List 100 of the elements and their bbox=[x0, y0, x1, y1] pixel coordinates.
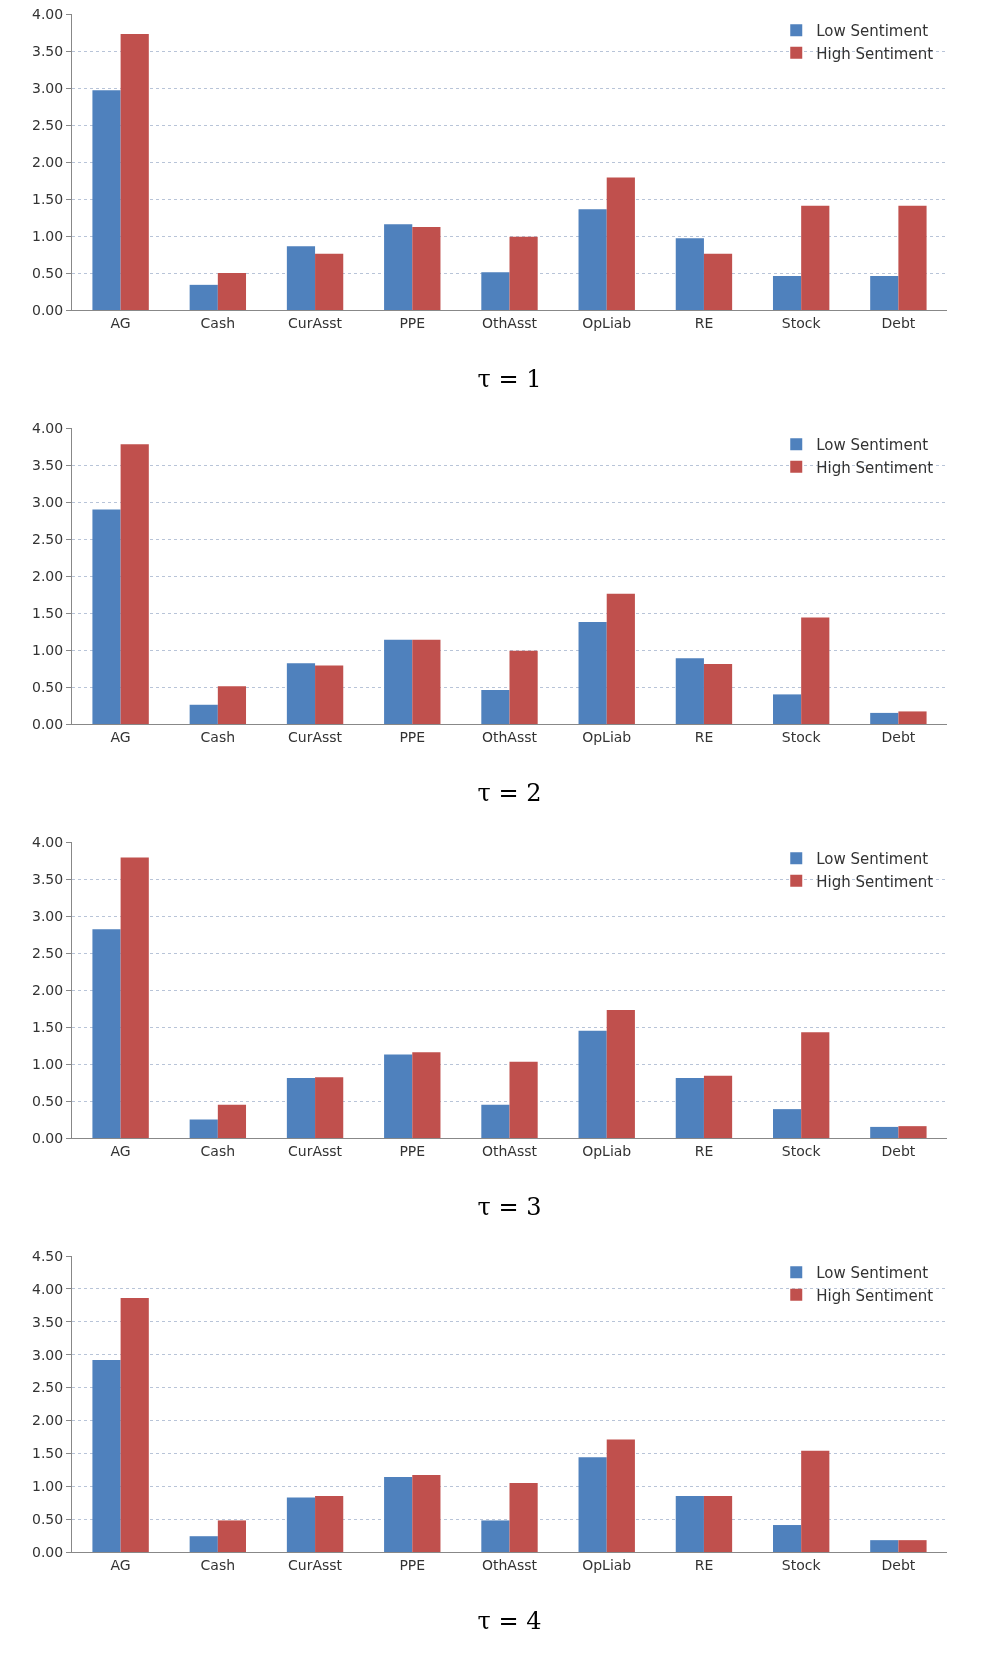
bar bbox=[703, 253, 733, 310]
x-tick-label: Cash bbox=[200, 1556, 236, 1573]
y-tick-label: 1.00 bbox=[32, 227, 64, 244]
x-tick-label: Cash bbox=[200, 314, 236, 331]
bar bbox=[606, 177, 635, 310]
bar bbox=[217, 273, 247, 310]
bar bbox=[772, 694, 802, 724]
bar bbox=[315, 665, 344, 724]
y-tick-label: 3.00 bbox=[32, 79, 64, 96]
bar bbox=[384, 1054, 413, 1138]
bar bbox=[92, 90, 121, 310]
y-tick-label: 3.50 bbox=[32, 42, 64, 59]
y-tick-label: 3.00 bbox=[32, 1346, 64, 1363]
bar bbox=[189, 704, 218, 724]
x-tick-label: Stock bbox=[781, 728, 822, 745]
y-tick-label: 1.50 bbox=[32, 1445, 64, 1462]
bar bbox=[120, 1298, 149, 1552]
bar bbox=[384, 639, 413, 724]
x-tick-label: AG bbox=[110, 728, 131, 745]
y-tick-label: 3.50 bbox=[32, 1313, 64, 1330]
bar bbox=[315, 1496, 344, 1552]
x-tick-label: PPE bbox=[399, 1142, 426, 1159]
y-tick-label: 1.50 bbox=[32, 1018, 64, 1035]
bar bbox=[120, 33, 149, 310]
bar bbox=[772, 1109, 802, 1138]
bar bbox=[772, 1525, 802, 1552]
x-tick-label: RE bbox=[694, 1142, 714, 1159]
x-tick-label: OpLiab bbox=[582, 1142, 632, 1159]
x-tick-label: Stock bbox=[781, 314, 822, 331]
bar bbox=[703, 664, 733, 724]
bar bbox=[606, 593, 635, 724]
x-tick-label: RE bbox=[694, 314, 714, 331]
legend-label: High Sentiment bbox=[816, 1286, 934, 1305]
x-tick-label: Cash bbox=[200, 1142, 236, 1159]
x-tick-label: CurAsst bbox=[288, 314, 343, 331]
y-tick-label: 0.00 bbox=[32, 1129, 64, 1146]
x-tick-label: CurAsst bbox=[288, 1556, 343, 1573]
y-tick-label: 3.50 bbox=[32, 456, 64, 473]
legend-label: High Sentiment bbox=[816, 458, 934, 477]
x-tick-label: OpLiab bbox=[582, 314, 632, 331]
bar bbox=[412, 639, 441, 724]
bar bbox=[898, 1540, 927, 1552]
x-tick-label: Stock bbox=[781, 1142, 822, 1159]
bar bbox=[675, 1078, 704, 1138]
y-tick-label: 3.50 bbox=[32, 870, 64, 887]
bar bbox=[412, 1052, 441, 1138]
y-tick-label: 1.00 bbox=[32, 1478, 64, 1495]
x-tick-label: PPE bbox=[399, 1556, 426, 1573]
y-tick-label: 2.50 bbox=[32, 944, 64, 961]
x-tick-label: OthAsst bbox=[481, 728, 538, 745]
y-tick-label: 4.00 bbox=[32, 5, 64, 22]
y-tick-label: 4.50 bbox=[32, 1247, 64, 1264]
x-tick-label: CurAsst bbox=[288, 728, 343, 745]
bar bbox=[606, 1009, 635, 1138]
y-tick-label: 0.50 bbox=[32, 1511, 64, 1528]
legend-label: Low Sentiment bbox=[816, 436, 929, 455]
bar bbox=[578, 621, 607, 724]
bar bbox=[772, 275, 802, 310]
bar bbox=[801, 1450, 830, 1552]
y-tick-label: 2.00 bbox=[32, 567, 64, 584]
bar bbox=[92, 509, 121, 724]
bar bbox=[606, 1439, 635, 1552]
bar bbox=[189, 284, 218, 310]
bar bbox=[315, 1077, 344, 1138]
x-axis-title: τ = 1 bbox=[477, 365, 542, 394]
y-tick-label: 0.50 bbox=[32, 264, 64, 281]
bar bbox=[412, 227, 441, 310]
bar bbox=[578, 1030, 607, 1138]
x-tick-label: OthAsst bbox=[481, 1556, 538, 1573]
bar bbox=[481, 1520, 510, 1552]
bar bbox=[675, 658, 704, 724]
bar bbox=[92, 929, 121, 1138]
y-tick-label: 0.00 bbox=[32, 1543, 64, 1560]
x-tick-label: RE bbox=[694, 728, 714, 745]
bar bbox=[481, 689, 510, 724]
y-tick-label: 1.50 bbox=[32, 604, 64, 621]
y-tick-label: 0.50 bbox=[32, 1092, 64, 1109]
legend-label: Low Sentiment bbox=[816, 22, 929, 41]
bar bbox=[189, 1119, 218, 1138]
legend-label: High Sentiment bbox=[816, 44, 934, 63]
y-tick-label: 2.50 bbox=[32, 1379, 64, 1396]
bar bbox=[703, 1075, 733, 1138]
legend-label: Low Sentiment bbox=[816, 1264, 929, 1283]
bar bbox=[509, 1061, 538, 1138]
bar bbox=[481, 1104, 510, 1138]
x-tick-label: AG bbox=[110, 1556, 131, 1573]
x-axis-title: τ = 3 bbox=[477, 1193, 542, 1222]
y-tick-label: 2.00 bbox=[32, 981, 64, 998]
bar bbox=[578, 1457, 607, 1552]
bar bbox=[898, 1126, 927, 1138]
x-tick-label: PPE bbox=[399, 728, 426, 745]
bar bbox=[801, 617, 830, 724]
bar bbox=[481, 272, 510, 310]
bar bbox=[286, 1078, 316, 1138]
bar bbox=[120, 444, 149, 724]
bar bbox=[92, 1359, 121, 1552]
y-tick-label: 2.00 bbox=[32, 1412, 64, 1429]
y-tick-label: 4.00 bbox=[32, 419, 64, 436]
bar bbox=[286, 246, 316, 310]
bar bbox=[703, 1496, 733, 1552]
